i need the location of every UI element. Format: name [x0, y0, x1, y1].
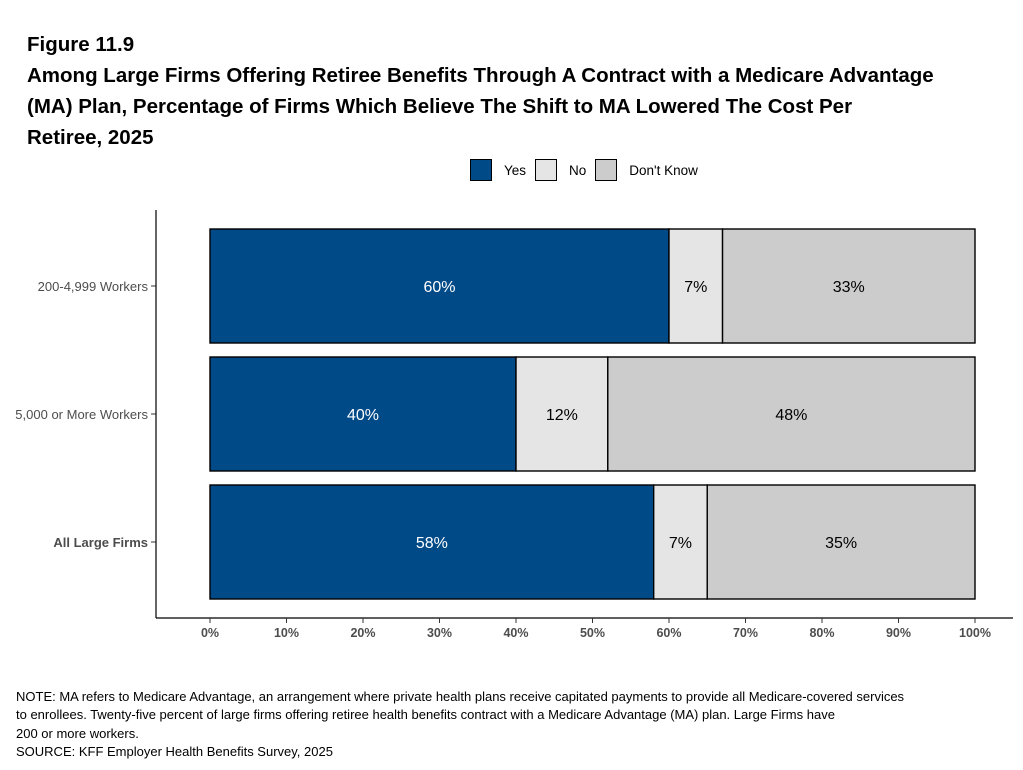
data-label-no-200-4-999-workers: 7%: [684, 279, 707, 296]
x-tick-label-8: 80%: [809, 626, 834, 640]
bar-no-all-large-firms: [653, 484, 708, 600]
figure-title: Figure 11.9 Among Large Firms Offering R…: [27, 29, 987, 153]
chart-notes: NOTE: MA refers to Medicare Advantage, a…: [16, 688, 1006, 761]
data-label-yes-5-000-or-more-workers: 40%: [347, 407, 379, 424]
data-label-yes-all-large-firms: 58%: [416, 535, 448, 552]
x-tick-label-10: 100%: [959, 626, 991, 640]
data-label-don-t-know-all-large-firms: 35%: [825, 535, 857, 552]
x-tick-label-4: 40%: [503, 626, 528, 640]
bar-no-200-4-999-workers: [668, 228, 724, 344]
x-tick-label-7: 70%: [733, 626, 758, 640]
bar-don-t-know-5-000-or-more-workers: [607, 356, 976, 472]
data-label-don-t-know-200-4-999-workers: 33%: [833, 279, 865, 296]
legend-swatch-yes: [470, 159, 492, 181]
x-tick-label-6: 60%: [656, 626, 681, 640]
x-tick-label-9: 90%: [886, 626, 911, 640]
bar-yes-200-4-999-workers: [209, 228, 670, 344]
stacked-bar-chart: 60% 7% 33% 200-4,999 Workers 40% 12% 48% 5,000 …: [15, 210, 1013, 640]
bar-don-t-know-200-4-999-workers: [721, 228, 976, 344]
data-label-no-5-000-or-more-workers: 12%: [546, 407, 578, 424]
figure-label: Figure 11.9: [27, 33, 135, 56]
note-line-1: NOTE: MA refers to Medicare Advantage, a…: [16, 689, 905, 704]
x-tick-label-1: 10%: [274, 626, 299, 640]
source-line: SOURCE: KFF Employer Health Benefits Sur…: [16, 743, 333, 759]
chart-legend: Yes No Don't Know: [470, 159, 707, 181]
x-tick-label-2: 20%: [350, 626, 375, 640]
title-line-2: (MA) Plan, Percentage of Firms Which Bel…: [27, 95, 853, 118]
legend-item-yes: Yes: [470, 159, 526, 181]
note-line-2: to enrollees. Twenty-five percent of lar…: [16, 707, 835, 723]
bar-don-t-know-all-large-firms: [706, 484, 976, 600]
legend-item-no: No: [535, 159, 586, 181]
data-label-yes-200-4-999-workers: 60%: [423, 279, 455, 296]
title-line-1: Among Large Firms Offering Retiree Benef…: [27, 64, 934, 87]
category-label-200-4-999-workers: 200-4,999 Workers: [38, 279, 149, 294]
data-label-don-t-know-5-000-or-more-workers: 48%: [775, 407, 807, 424]
note-line-3: 200 or more workers.: [16, 725, 139, 741]
x-tick-label-0: 0%: [201, 626, 219, 640]
legend-swatch-dont-know: [595, 159, 618, 181]
legend-label-no: No: [569, 162, 587, 178]
title-line-3: Retiree, 2025: [27, 126, 154, 149]
bar-yes-all-large-firms: [209, 484, 655, 600]
category-label-5-000-or-more-workers: 5,000 or More Workers: [15, 407, 148, 422]
category-label-all-large-firms: All Large Firms: [53, 535, 148, 550]
legend-swatch-no: [535, 159, 558, 181]
legend-label-dont-know: Don't Know: [629, 162, 698, 178]
legend-item-dont-know: Don't Know: [595, 159, 698, 181]
x-tick-label-5: 50%: [580, 626, 605, 640]
legend-label-yes: Yes: [504, 162, 527, 178]
data-label-no-all-large-firms: 7%: [669, 535, 692, 552]
x-tick-label-3: 30%: [427, 626, 452, 640]
